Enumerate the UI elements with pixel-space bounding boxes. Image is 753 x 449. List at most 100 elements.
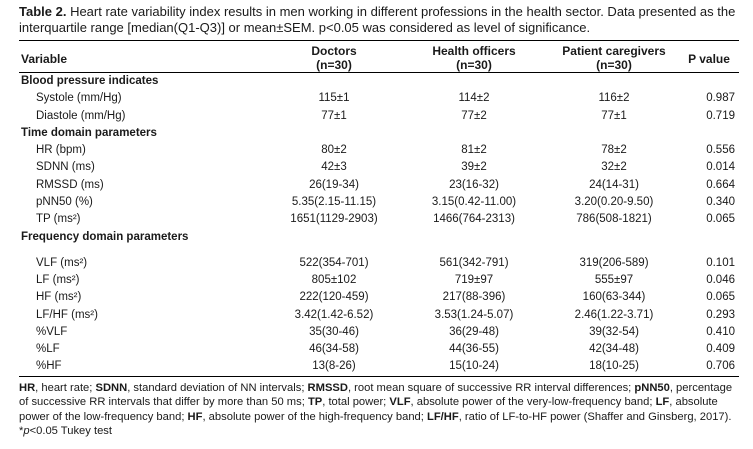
cell-p-value: 0.719 [706,109,735,122]
table-row: SDNN (ms) 42±3 39±2 32±2 0.014 [19,159,739,176]
footnote-term: HF [187,410,203,423]
footnote-text: , heart rate; [35,382,96,394]
cell-doctors: 5.35(2.15-11.15) [291,196,377,209]
table-row: TP (ms²) 1651(1129-2903) 1466(764-2313) 786… [19,211,739,228]
section-row: Frequency domain parameters [19,229,739,246]
table-body: Blood pressure indicates Systole (mm/Hg) 1… [19,73,739,376]
footnote-text: , root mean square of successive RR inte… [347,382,635,394]
cell-patient-caregivers: 2.46(1.22-3.71) [574,308,654,321]
header-variable: Variable [21,52,68,66]
cell-doctors: 3.42(1.42-6.52) [294,308,374,321]
section-label: Time domain parameters [21,126,157,139]
header-patient-caregivers-n: (n=30) [596,58,632,72]
row-label: HF (ms²) [36,291,82,304]
cell-patient-caregivers: 555±97 [594,273,634,286]
footnote-text: , percentage of successive RR intervals … [19,382,733,409]
cell-p-value: 0.410 [706,325,735,338]
cell-p-value: 0.065 [706,213,735,226]
cell-patient-caregivers: 319(206-589) [579,256,649,269]
cell-health-officers: 81±2 [461,144,487,157]
table-row: RMSSD (ms) 26(19-34) 23(16-32) 24(14-31) 0.6… [19,177,739,194]
cell-doctors: 13(8-26) [312,360,356,373]
row-label: %HF [36,360,62,373]
row-label: VLF (ms²) [36,256,88,269]
cell-patient-caregivers: 32±2 [601,161,627,174]
cell-doctors: 80±2 [321,144,347,157]
footnote-text: <0.05 Tukey test [29,424,112,437]
cell-patient-caregivers: 42(34-48) [589,343,639,356]
cell-p-value: 0.065 [706,291,735,304]
cell-p-value: 0.409 [706,343,735,356]
section-row: Time domain parameters [19,125,739,142]
cell-patient-caregivers: 77±1 [601,109,627,122]
cell-health-officers: 36(29-48) [449,325,499,338]
footnote-term: LF/HF [427,410,459,423]
cell-doctors: 522(354-701) [299,256,369,269]
cell-p-value: 0.706 [706,360,735,373]
footnote-text: , absolute power of the high-frequency b… [202,410,427,423]
row-label: HR (bpm) [36,144,86,157]
cell-health-officers: 719±97 [454,273,494,286]
table-row: VLF (ms²) 522(354-701) 561(342-791) 319(206… [19,246,739,272]
cell-doctors: 42±3 [321,161,347,174]
table-row: %VLF 35(30-46) 36(29-48) 39(32-54) 0.410 [19,324,739,341]
footnote-term: HR [19,382,36,394]
row-label: SDNN (ms) [36,161,95,174]
table-bottom-rule [19,376,739,377]
cell-doctors: 115±1 [318,92,350,105]
cell-patient-caregivers: 3.20(0.20-9.50) [574,196,654,209]
cell-health-officers: 77±2 [461,109,487,122]
cell-patient-caregivers: 160(63-344) [582,291,646,304]
cell-doctors: 46(34-58) [309,343,359,356]
cell-health-officers: 217(88-396) [442,291,506,304]
row-label: %LF [36,343,60,356]
cell-patient-caregivers: 116±2 [598,92,630,105]
caption-label: Table 2. [19,4,67,19]
section-label: Frequency domain parameters [21,230,189,243]
cell-p-value: 0.293 [706,308,735,321]
cell-p-value: 0.664 [706,178,735,191]
footnote-text: , ratio of LF-to-HF power (Shaffer and G… [19,410,732,437]
footnote-text: , total power; [322,396,390,409]
cell-patient-caregivers: 18(10-25) [589,360,639,373]
cell-p-value: 0.101 [706,256,735,269]
cell-p-value: 0.046 [706,273,735,286]
footnote-term: RMSSD [307,382,348,394]
table-header: Variable Doctors (n=30) Health officers (n… [19,41,739,73]
header-doctors-label: Doctors [311,44,357,58]
footnote-term: LF [655,396,670,409]
row-label: pNN50 (%) [36,196,93,209]
section-label: Blood pressure indicates [21,75,159,87]
row-label: Diastole (mm/Hg) [36,109,126,122]
cell-health-officers: 3.15(0.42-11.00) [431,196,517,209]
header-patient-caregivers: Patient caregivers (n=30) [549,44,679,72]
footnote-italic: p [23,424,30,437]
cell-p-value: 0.556 [706,144,735,157]
cell-health-officers: 561(342-791) [439,256,509,269]
cell-doctors: 35(30-46) [309,325,359,338]
cell-doctors: 77±1 [321,109,347,122]
cell-health-officers: 39±2 [461,161,487,174]
table-row: %LF 46(34-58) 44(36-55) 42(34-48) 0.409 [19,341,739,358]
footnote-term: TP [307,396,323,409]
header-p-value: P value [688,52,730,66]
row-label: LF (ms²) [36,273,80,286]
table-row: HF (ms²) 222(120-459) 217(88-396) 160(63-34… [19,289,739,306]
table-row: LF (ms²) 805±102 719±97 555±97 0.046 [19,272,739,289]
header-doctors-n: (n=30) [316,58,352,72]
footnote-text: , absolute power of the very-low-frequen… [410,396,656,409]
cell-doctors: 1651(1129-2903) [290,213,378,226]
cell-doctors: 222(120-459) [299,291,369,304]
cell-patient-caregivers: 24(14-31) [589,178,639,191]
footnote-term: VLF [389,396,411,409]
footnote-term: pNN50 [634,382,670,394]
cell-patient-caregivers: 39(32-54) [589,325,639,338]
table-row: %HF 13(8-26) 15(10-24) 18(10-25) 0.706 [19,358,739,375]
header-health-officers-label: Health officers [432,44,516,58]
cell-patient-caregivers: 78±2 [601,144,627,157]
cell-health-officers: 44(36-55) [449,343,499,356]
section-row: Blood pressure indicates [19,73,739,90]
cell-health-officers: 23(16-32) [449,178,499,191]
table-row: Diastole (mm/Hg) 77±1 77±2 77±1 0.719 [19,108,739,125]
cell-p-value: 0.987 [706,92,735,105]
